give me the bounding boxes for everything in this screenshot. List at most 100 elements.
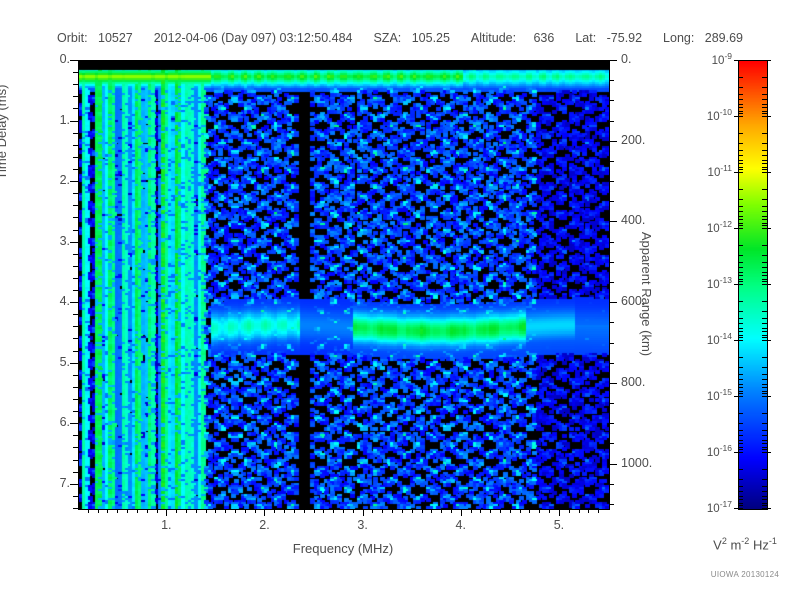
- colorbar-minor-tick: [762, 430, 767, 431]
- colorbar-minor-tick: [738, 413, 743, 414]
- colorbar-major-tick: [734, 508, 743, 509]
- y-tick-left-minor: [73, 133, 78, 134]
- colorbar: [738, 60, 768, 510]
- colorbar-minor-tick: [738, 387, 743, 388]
- y-tick-left-minor: [73, 230, 78, 231]
- colorbar-major-tick: [734, 452, 743, 453]
- y-tick-left-minor: [73, 472, 78, 473]
- y-tick-right-minor: [609, 322, 614, 323]
- orbit-label: Orbit:: [56, 31, 88, 45]
- y-tick-left-minor: [73, 338, 78, 339]
- colorbar-minor-tick: [762, 219, 767, 220]
- altitude-value: 636: [533, 31, 555, 45]
- x-tick-minor: [579, 509, 580, 513]
- colorbar-major-tick: [762, 116, 771, 117]
- colorbar-minor-tick: [738, 223, 743, 224]
- colorbar-minor-tick: [762, 413, 767, 414]
- colorbar-major-tick: [762, 508, 771, 509]
- x-tick-minor: [314, 509, 315, 513]
- ionogram-heatmap: [79, 61, 609, 509]
- colorbar-minor-tick: [738, 491, 743, 492]
- x-tick-minor: [196, 509, 197, 513]
- x-tick-minor: [510, 509, 511, 513]
- y-tick-label-left-2: 2.: [59, 173, 70, 188]
- colorbar-minor-tick: [762, 505, 767, 506]
- colorbar-minor-tick: [762, 225, 767, 226]
- colorbar-gradient: [739, 61, 767, 509]
- colorbar-minor-tick: [738, 206, 743, 207]
- y-tick-left-minor: [73, 375, 78, 376]
- colorbar-minor-tick: [738, 216, 743, 217]
- colorbar-minor-tick: [738, 189, 743, 190]
- x-tick-minor: [471, 509, 472, 513]
- y-tick-label-left-7: 7.: [59, 475, 70, 490]
- colorbar-minor-tick: [762, 94, 767, 95]
- x-tick-minor: [235, 509, 236, 513]
- y-tick-left-minor: [73, 290, 78, 291]
- x-tick-minor: [490, 509, 491, 513]
- y-tick-left-minor: [73, 169, 78, 170]
- colorbar-tick-label--10: 10-10: [706, 107, 732, 123]
- colorbar-minor-tick: [762, 255, 767, 256]
- colorbar-minor-tick: [738, 328, 743, 329]
- colorbar-minor-tick: [762, 447, 767, 448]
- colorbar-minor-tick: [762, 279, 767, 280]
- colorbar-major-tick: [762, 228, 771, 229]
- colorbar-minor-tick: [738, 99, 743, 100]
- unit-meter-exp: -2: [741, 536, 750, 546]
- x-tick-minor: [500, 509, 501, 513]
- y-tick-left-minor: [73, 399, 78, 400]
- y-tick-left-minor: [73, 217, 78, 218]
- colorbar-minor-tick: [762, 435, 767, 436]
- y-tick-label-left-5: 5.: [59, 354, 70, 369]
- y-tick-left-minor: [73, 254, 78, 255]
- y-tick-right-minor: [609, 242, 614, 243]
- y-tick-label-right-600: 600.: [621, 294, 646, 309]
- colorbar-minor-tick: [762, 318, 767, 319]
- x-tick-minor: [225, 509, 226, 513]
- y-tick-left-minor: [73, 508, 78, 509]
- colorbar-minor-tick: [738, 430, 743, 431]
- colorbar-minor-tick: [738, 133, 743, 134]
- colorbar-minor-tick: [762, 301, 767, 302]
- x-tick-minor: [284, 509, 285, 513]
- x-tick-minor: [412, 509, 413, 513]
- colorbar-minor-tick: [762, 163, 767, 164]
- x-tick-minor: [529, 509, 530, 513]
- colorbar-major-tick: [762, 396, 771, 397]
- colorbar-major-tick: [734, 284, 743, 285]
- y-tick-left-minor: [70, 363, 78, 364]
- ionogram-plot-area: [78, 60, 610, 510]
- colorbar-minor-tick: [762, 499, 767, 500]
- colorbar-minor-tick: [762, 335, 767, 336]
- unit-hertz-exp: -1: [768, 536, 777, 546]
- colorbar-minor-tick: [738, 262, 743, 263]
- colorbar-major-tick: [734, 396, 743, 397]
- unit-volt: V: [713, 537, 722, 553]
- colorbar-minor-tick: [738, 111, 743, 112]
- x-tick-label-4: 4.: [455, 518, 466, 532]
- colorbar-major-tick: [762, 172, 771, 173]
- y-tick-right-minor: [609, 343, 614, 344]
- colorbar-minor-tick: [762, 143, 767, 144]
- colorbar-tick-label--14: 10-14: [706, 331, 732, 347]
- colorbar-minor-tick: [762, 206, 767, 207]
- colorbar-minor-tick: [738, 443, 743, 444]
- colorbar-minor-tick: [738, 323, 743, 324]
- altitude-label: Altitude:: [470, 31, 517, 45]
- colorbar-minor-tick: [762, 245, 767, 246]
- colorbar-minor-tick: [738, 160, 743, 161]
- colorbar-minor-tick: [738, 245, 743, 246]
- colorbar-minor-tick: [738, 211, 743, 212]
- y-tick-left-minor: [70, 423, 78, 424]
- y-tick-right-minor: [609, 282, 614, 283]
- x-tick-minor: [245, 509, 246, 513]
- colorbar-tick-label--12: 10-12: [706, 219, 732, 235]
- colorbar-minor-tick: [738, 87, 743, 88]
- long-value: 289.69: [704, 31, 744, 45]
- datetime-value: 2012-04-06 (Day 097) 03:12:50.484: [153, 31, 353, 45]
- colorbar-minor-tick: [762, 449, 767, 450]
- unit-volt-exp: 2: [721, 536, 727, 546]
- colorbar-minor-tick: [738, 505, 743, 506]
